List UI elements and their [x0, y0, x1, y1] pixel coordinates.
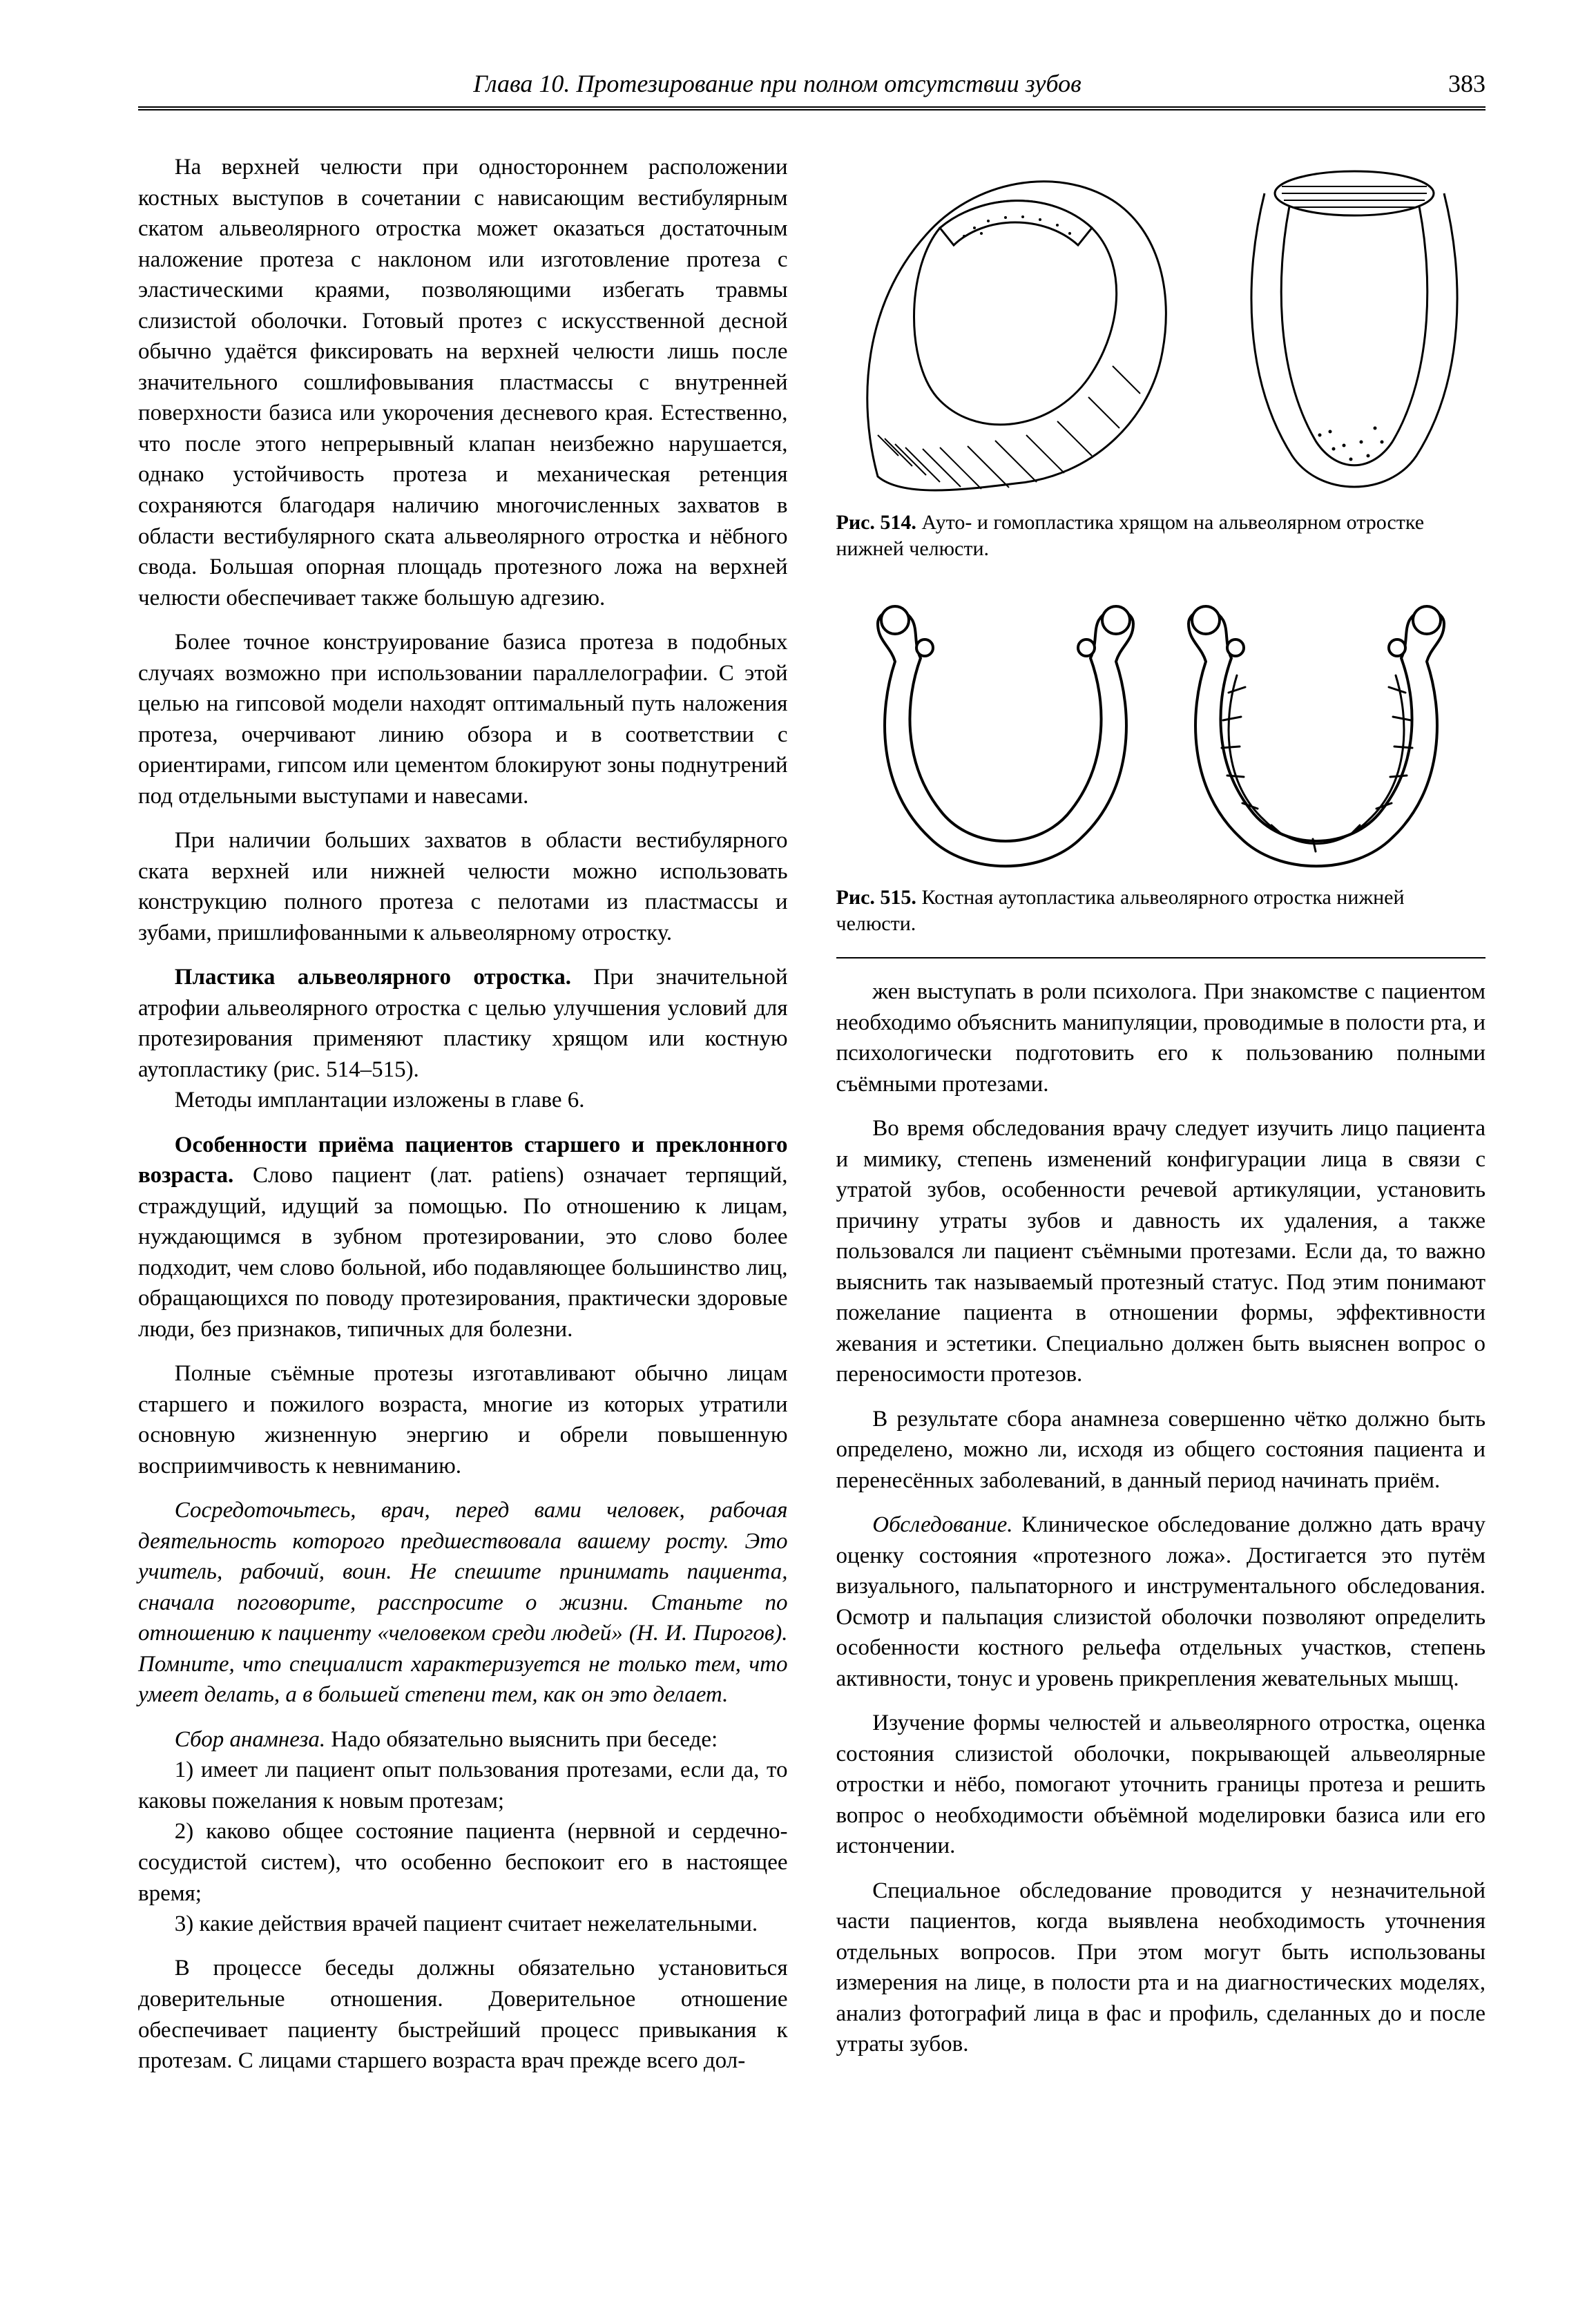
paragraph: Полные съёмные протезы изготавливают обы… [138, 1358, 788, 1481]
running-head: Глава 10. Протезирование при полном отсу… [138, 69, 1486, 110]
run-in-heading: Сбор анамнеза. [175, 1727, 325, 1752]
paragraph-text: Слово пациент (лат. patiens) означает те… [138, 1163, 788, 1342]
figure-label: Рис. 515. [836, 886, 916, 909]
right-column: Рис. 514. Ауто- и гомопластика хрящом на… [836, 152, 1486, 2077]
run-in-heading: Обследование. [872, 1512, 1012, 1537]
paragraph: Во время обследования врачу следует изуч… [836, 1113, 1486, 1390]
figure-label: Рис. 514. [836, 511, 916, 534]
quote-paragraph: Сосредоточьтесь, врач, перед вами челове… [138, 1495, 788, 1711]
paragraph: Пластика альвеолярного отростка. При зна… [138, 962, 788, 1085]
paragraph: На верхней челюсти при одностороннем рас… [138, 152, 788, 613]
paragraph: При наличии больших захватов в области в… [138, 825, 788, 948]
chapter-title: Глава 10. Протезирование при полном отсу… [138, 69, 1416, 98]
run-in-heading: Пластика альвеолярного отростка. [175, 965, 571, 990]
paragraph-text: Надо обязательно выяснить при беседе: [325, 1727, 718, 1752]
paragraph: Сбор анамнеза. Надо обязательно выяснить… [138, 1724, 788, 1755]
list-item: 1) имеет ли пациент опыт пользования про… [138, 1755, 788, 1816]
figure-515-caption: Рис. 515. Костная аутопластика альвеоляр… [836, 885, 1486, 936]
page: Глава 10. Протезирование при полном отсу… [0, 0, 1596, 2312]
paragraph: жен выступать в роли психолога. При знак… [836, 976, 1486, 1099]
paragraph-text: Клиническое обследование должно дать вра… [836, 1512, 1486, 1691]
figure-caption-text: Ауто- и гомопластика хрящом на альвеоляр… [836, 511, 1425, 560]
figure-514-art [836, 152, 1486, 497]
list-item: 2) каково общее состояние пациента (нерв… [138, 1816, 788, 1909]
paragraph: Методы имплантации изложены в главе 6. [138, 1085, 788, 1116]
anatomy-illustration-icon [836, 152, 1486, 497]
figure-514-caption: Рис. 514. Ауто- и гомопластика хрящом на… [836, 510, 1486, 561]
text-columns: На верхней челюсти при одностороннем рас… [138, 152, 1486, 2077]
paragraph: Обследование. Клиническое обследование д… [836, 1510, 1486, 1694]
paragraph: В процессе беседы должны обязательно уст… [138, 1953, 788, 2076]
paragraph: Специальное обследование проводится у не… [836, 1876, 1486, 2060]
page-number: 383 [1416, 69, 1486, 98]
paragraph: В результате сбора анамнеза совершенно ч… [836, 1404, 1486, 1496]
figure-514: Рис. 514. Ауто- и гомопластика хрящом на… [836, 152, 1486, 561]
list-item: 3) какие действия врачей пациент считает… [138, 1909, 788, 1940]
paragraph: Более точное конструирование базиса прот… [138, 627, 788, 811]
paragraph: Особенности приёма пациентов старшего и … [138, 1130, 788, 1345]
paragraph: Изучение формы челюстей и альвеолярного … [836, 1708, 1486, 1862]
mandible-illustration-icon [836, 582, 1486, 872]
figure-515: Рис. 515. Костная аутопластика альвеоляр… [836, 582, 1486, 936]
figure-caption-text: Костная аутопластика альвеолярного отрос… [836, 886, 1405, 935]
divider [836, 957, 1486, 958]
left-column: На верхней челюсти при одностороннем рас… [138, 152, 788, 2077]
figure-515-art [836, 582, 1486, 872]
